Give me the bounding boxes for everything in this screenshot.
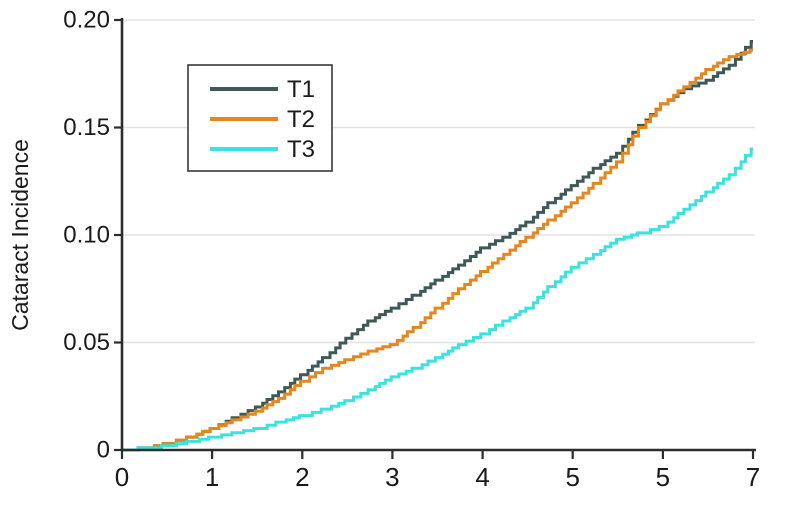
series-curves bbox=[122, 40, 753, 452]
x-tick-label: 4 bbox=[475, 462, 489, 492]
x-tick-label: 0 bbox=[115, 462, 129, 492]
y-tick-label: 0 bbox=[97, 437, 110, 464]
y-tick-label: 0.10 bbox=[63, 222, 110, 249]
legend-label-T2: T2 bbox=[287, 106, 315, 133]
x-tick-label: 3 bbox=[385, 462, 399, 492]
legend: T1 T2 T3 bbox=[187, 64, 333, 172]
series-T2 bbox=[122, 48, 753, 452]
x-tick-label: 5 bbox=[656, 462, 670, 492]
y-tick-label: 0.05 bbox=[63, 329, 110, 356]
legend-label-T3: T3 bbox=[287, 136, 315, 163]
x-tick-label: 5 bbox=[565, 462, 579, 492]
y-tick-label: 0.20 bbox=[63, 7, 110, 34]
tick-marks-and-labels: 0 0.05 0.10 0.15 0.20 0 1 2 3 4 5 5 7 bbox=[63, 7, 760, 493]
x-tick-label: 7 bbox=[746, 462, 760, 492]
y-tick-label: 0.15 bbox=[63, 114, 110, 141]
x-tick-label: 2 bbox=[295, 462, 309, 492]
series-T3 bbox=[122, 147, 753, 452]
axes bbox=[120, 18, 756, 452]
y-axis-title: Cataract Incidence bbox=[7, 139, 33, 331]
x-tick-label: 1 bbox=[205, 462, 219, 492]
legend-label-T1: T1 bbox=[287, 76, 315, 103]
